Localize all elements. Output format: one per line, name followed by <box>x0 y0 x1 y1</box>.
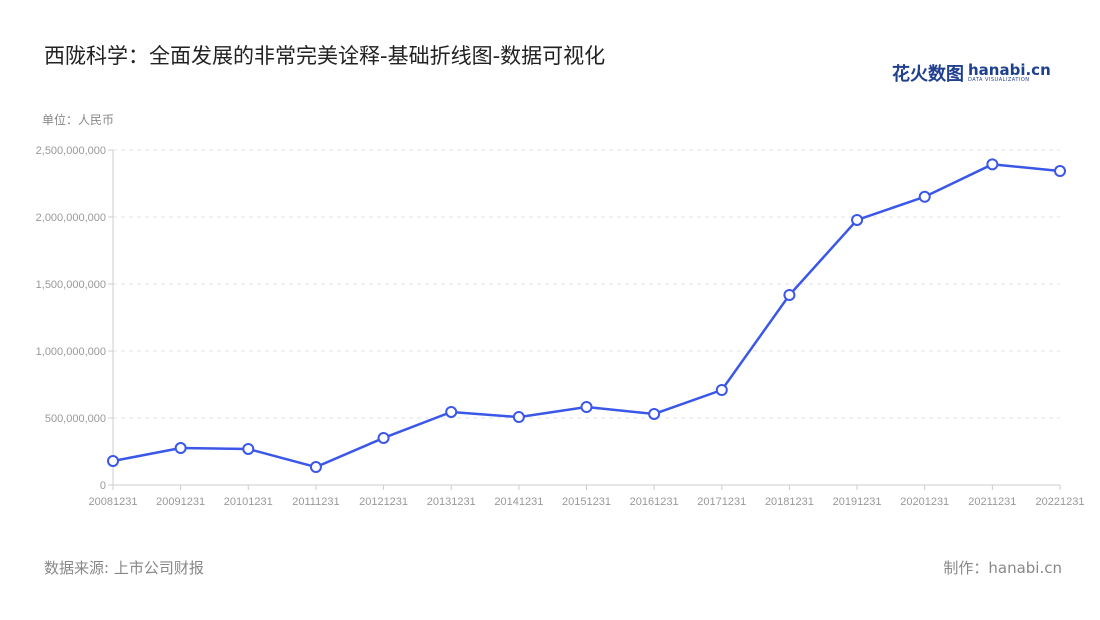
data-point <box>107 455 119 468</box>
x-tick-label: 20101231 <box>224 496 273 508</box>
y-tick-label: 500,000,000 <box>45 413 106 425</box>
x-tick-label: 20181231 <box>765 496 814 508</box>
data-point <box>715 383 728 396</box>
chart-title: 西陇科学：全面发展的非常完美诠释-基础折线图-数据可视化 <box>44 44 606 68</box>
data-point <box>309 461 322 474</box>
data-point <box>783 288 796 301</box>
x-tick-label: 20131231 <box>427 496 476 508</box>
x-tick-label: 20111231 <box>292 496 339 508</box>
x-tick-label: 20171231 <box>697 496 746 508</box>
x-tick-label: 20221231 <box>1036 496 1085 508</box>
x-tick-label: 20121231 <box>359 496 408 508</box>
logo-sub: DATA VISUALIZATION <box>968 77 1030 83</box>
maker-credit: 制作：hanabi.cn <box>943 559 1062 577</box>
hanabi-logo: 花火数图 hanabi.cn DATA VISUALIZATION <box>892 60 1051 86</box>
data-point <box>174 442 187 455</box>
y-tick-label: 0 <box>100 480 106 492</box>
y-tick-label: 1,000,000,000 <box>36 346 106 358</box>
x-tick-label: 20201231 <box>900 496 949 508</box>
data-point <box>580 401 593 414</box>
y-tick-label: 2,500,000,000 <box>36 145 106 157</box>
data-point <box>242 442 255 455</box>
x-tick-label: 20081231 <box>89 496 138 508</box>
x-tick-label: 20151231 <box>562 496 611 508</box>
data-point <box>918 190 931 203</box>
data-point <box>986 158 999 171</box>
x-tick-label: 20141231 <box>494 496 543 508</box>
data-point <box>851 213 864 226</box>
x-tick-label: 20211231 <box>968 496 1016 508</box>
data-point <box>1054 165 1066 178</box>
logo-en: hanabi.cn <box>968 61 1051 79</box>
data-point <box>445 405 458 418</box>
y-tick-label: 2,000,000,000 <box>36 212 106 224</box>
logo-cn: 花火数图 <box>892 64 964 85</box>
y-axis-label: 单位：人民币 <box>42 113 115 127</box>
y-tick-label: 1,500,000,000 <box>36 279 106 291</box>
series-line <box>112 163 1061 469</box>
x-tick-label: 20091231 <box>156 496 205 508</box>
data-source: 数据来源: 上市公司财报 <box>44 559 204 577</box>
data-point <box>377 431 390 444</box>
data-point <box>512 411 525 424</box>
data-point <box>648 407 661 420</box>
x-tick-label: 20161231 <box>630 496 679 508</box>
x-tick-label: 20191231 <box>833 496 882 508</box>
